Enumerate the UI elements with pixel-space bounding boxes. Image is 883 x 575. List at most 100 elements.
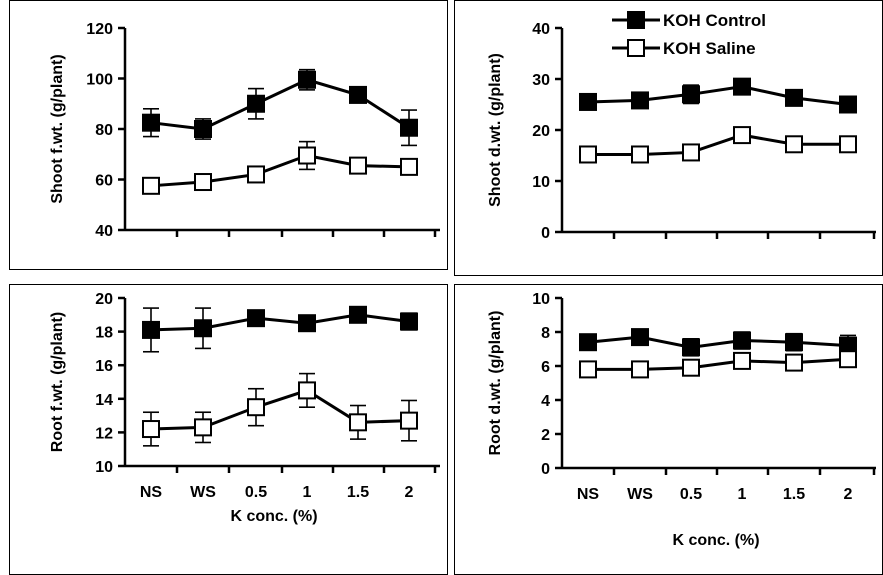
data-point — [785, 333, 803, 352]
data-point — [733, 126, 751, 145]
y-tick-label: 6 — [541, 359, 550, 376]
legend-label: KOH Control — [663, 11, 766, 30]
data-point — [839, 350, 857, 369]
data-point — [579, 145, 597, 164]
y-tick-label: 40 — [95, 223, 113, 240]
series-koh-saline — [579, 350, 857, 379]
data-point — [631, 145, 649, 164]
x-tick-label: NS — [577, 486, 600, 503]
series-koh-saline — [579, 126, 857, 164]
panel-frame — [9, 0, 448, 270]
y-tick-label: 18 — [95, 325, 113, 342]
y-tick-label: 80 — [95, 122, 113, 139]
data-point — [839, 135, 857, 154]
data-point — [733, 351, 751, 370]
data-point — [785, 353, 803, 372]
data-point — [631, 360, 649, 379]
y-tick-label: 40 — [532, 21, 550, 38]
y-tick-label: 20 — [532, 123, 550, 140]
data-point — [579, 360, 597, 379]
panel-frame — [454, 284, 883, 575]
x-tick-label: 2 — [844, 486, 853, 503]
data-point — [247, 165, 265, 184]
y-tick-label: 20 — [95, 291, 113, 308]
data-point — [298, 146, 316, 165]
y-tick-label: 30 — [532, 72, 550, 89]
data-point — [733, 331, 751, 350]
legend-marker — [627, 11, 645, 29]
chart-panel-root-dwt: 0 2 4 6 8 10 Root d.wt. (g/plant) NS WS 0.5 1 1.5 2 K… — [454, 284, 883, 575]
series-koh-control — [579, 328, 857, 357]
chart-panel-shoot-fwt: 40 60 80 100 120 Shoot f.wt. (g/plant) — [9, 0, 448, 270]
data-point — [682, 85, 700, 104]
data-point — [839, 95, 857, 114]
y-tick-label: 10 — [95, 459, 113, 476]
data-point — [247, 94, 265, 113]
y-tick-label: 14 — [95, 392, 113, 409]
data-point — [247, 309, 265, 328]
y-axis-title: Shoot f.wt. (g/plant) — [49, 54, 66, 203]
data-point — [298, 314, 316, 333]
x-tick-label: 1 — [738, 486, 747, 503]
y-tick-label: 100 — [86, 72, 113, 89]
data-point — [298, 381, 316, 400]
x-tick-label: 1 — [303, 484, 312, 501]
y-tick-label: 0 — [541, 461, 550, 478]
data-point — [400, 157, 418, 176]
data-point — [142, 176, 160, 195]
data-point — [194, 120, 212, 138]
data-point — [349, 413, 367, 432]
x-axis-title: K conc. (%) — [230, 508, 317, 525]
x-tick-label: WS — [627, 486, 653, 503]
y-tick-label: 60 — [95, 173, 113, 190]
legend: KOH Control KOH Saline — [612, 11, 766, 58]
y-tick-label: 2 — [541, 427, 550, 444]
y-tick-label: 10 — [532, 174, 550, 191]
data-point — [733, 77, 751, 96]
data-point — [631, 91, 649, 110]
y-tick-label: 0 — [541, 225, 550, 242]
legend-label: KOH Saline — [663, 39, 756, 58]
legend-marker — [627, 39, 645, 57]
legend-entry: KOH Control — [612, 11, 766, 30]
data-point — [194, 418, 212, 437]
data-point — [400, 411, 418, 430]
y-tick-label: 120 — [86, 21, 113, 38]
data-point — [682, 338, 700, 357]
y-tick-label: 12 — [95, 425, 113, 442]
y-tick-label: 10 — [532, 291, 550, 308]
series-koh-control — [142, 68, 418, 147]
data-point — [785, 88, 803, 107]
y-tick-label: 16 — [95, 358, 113, 375]
chart-panel-shoot-dwt: 0 10 20 30 40 Shoot d.wt. (g/plant) KOH Contro… — [454, 0, 883, 276]
data-point — [631, 328, 649, 347]
x-tick-label: 1.5 — [783, 486, 805, 503]
series-koh-control — [579, 77, 857, 114]
panel-frame — [9, 284, 448, 575]
data-point — [349, 305, 367, 324]
data-point — [349, 85, 367, 104]
y-tick-label: 8 — [541, 325, 550, 342]
x-tick-label: 1.5 — [347, 484, 369, 501]
data-point — [142, 113, 160, 132]
legend-entry: KOH Saline — [612, 39, 756, 58]
data-point — [142, 320, 160, 339]
data-point — [682, 143, 700, 162]
x-tick-label: 0.5 — [245, 484, 267, 501]
x-tick-label: NS — [140, 484, 163, 501]
y-axis-title: Root f.wt. (g/plant) — [49, 312, 66, 452]
data-point — [785, 135, 803, 154]
data-point — [298, 70, 316, 89]
data-point — [400, 312, 418, 331]
data-point — [400, 118, 418, 137]
data-point — [579, 92, 597, 111]
series-koh-control — [142, 305, 418, 353]
data-point — [579, 333, 597, 352]
x-tick-label: 0.5 — [680, 486, 702, 503]
y-axis-title: Root d.wt. (g/plant) — [487, 311, 504, 456]
y-axis-title: Shoot d.wt. (g/plant) — [487, 53, 504, 207]
data-point — [247, 398, 265, 417]
x-tick-label: WS — [190, 484, 216, 501]
x-tick-label: 2 — [405, 484, 414, 501]
